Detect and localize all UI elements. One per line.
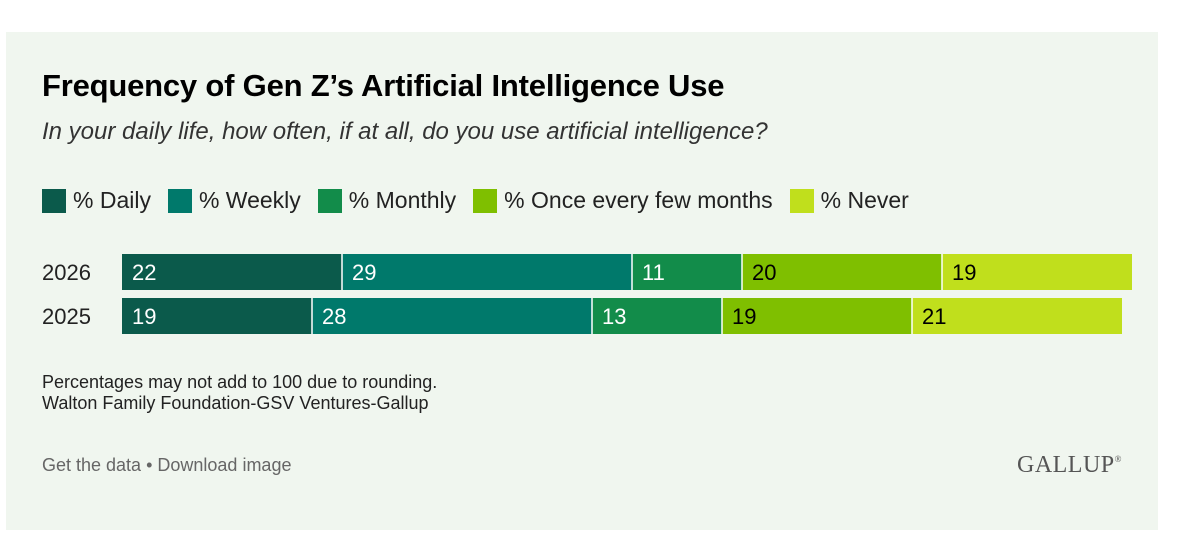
data-label: 19: [732, 304, 756, 329]
bar-segment: [312, 298, 592, 334]
gallup-logo: GALLUP®: [1017, 452, 1122, 479]
chart-title: Frequency of Gen Z’s Artificial Intellig…: [42, 68, 725, 103]
footnote: Percentages may not add to 100 due to ro…: [42, 372, 437, 414]
legend-swatch: [473, 188, 498, 213]
data-label: 19: [132, 304, 156, 329]
category-label: 2025: [42, 304, 91, 329]
chart-subtitle: In your daily life, how often, if at all…: [42, 118, 768, 145]
legend-label: % Monthly: [348, 187, 457, 213]
get-data-link[interactable]: Get the data: [42, 455, 142, 475]
data-label: 20: [752, 260, 776, 285]
bar-segment: [742, 254, 942, 290]
source-note: Walton Family Foundation-GSV Ventures-Ga…: [42, 393, 429, 413]
download-image-link[interactable]: Download image: [157, 455, 292, 475]
data-label: 28: [322, 304, 346, 329]
bar-segment: [722, 298, 912, 334]
footer-links: Get the data • Download image: [42, 455, 291, 476]
bar-segment: [122, 298, 312, 334]
bar-segment: [592, 298, 722, 334]
chart-card: Frequency of Gen Z’s Artificial Intellig…: [6, 32, 1158, 530]
legend-item: % Never: [789, 187, 909, 214]
data-label: 13: [602, 304, 626, 329]
legend-item: % Once every few months: [473, 187, 773, 214]
bar-segment: [632, 254, 742, 290]
legend-item: % Monthly: [317, 187, 457, 214]
legend: % Daily % Weekly % Monthly % Once every few…: [42, 187, 926, 214]
legend-item: % Weekly: [167, 187, 301, 214]
data-label: 22: [132, 260, 156, 285]
data-label: 21: [922, 304, 946, 329]
legend-label: % Weekly: [198, 187, 301, 213]
bar-segment: [122, 254, 342, 290]
bar-segment: [912, 298, 1122, 334]
legend-swatch: [789, 188, 814, 213]
legend-label: % Daily: [73, 187, 151, 213]
category-label: 2026: [42, 260, 91, 285]
registered-mark: ®: [1114, 454, 1122, 464]
data-label: 19: [952, 260, 976, 285]
data-label: 11: [642, 260, 665, 285]
link-separator: •: [141, 455, 158, 475]
gallup-logo-text: GALLUP: [1016, 452, 1115, 478]
bar-segment: [342, 254, 632, 290]
legend-item: % Daily: [42, 187, 151, 214]
legend-swatch: [317, 188, 342, 213]
data-label: 29: [352, 260, 376, 285]
rounding-note: Percentages may not add to 100 due to ro…: [42, 372, 438, 392]
legend-label: % Once every few months: [504, 187, 773, 213]
bar-segment: [942, 254, 1132, 290]
legend-swatch: [42, 188, 66, 213]
legend-label: % Never: [820, 187, 909, 213]
legend-swatch: [167, 188, 192, 213]
